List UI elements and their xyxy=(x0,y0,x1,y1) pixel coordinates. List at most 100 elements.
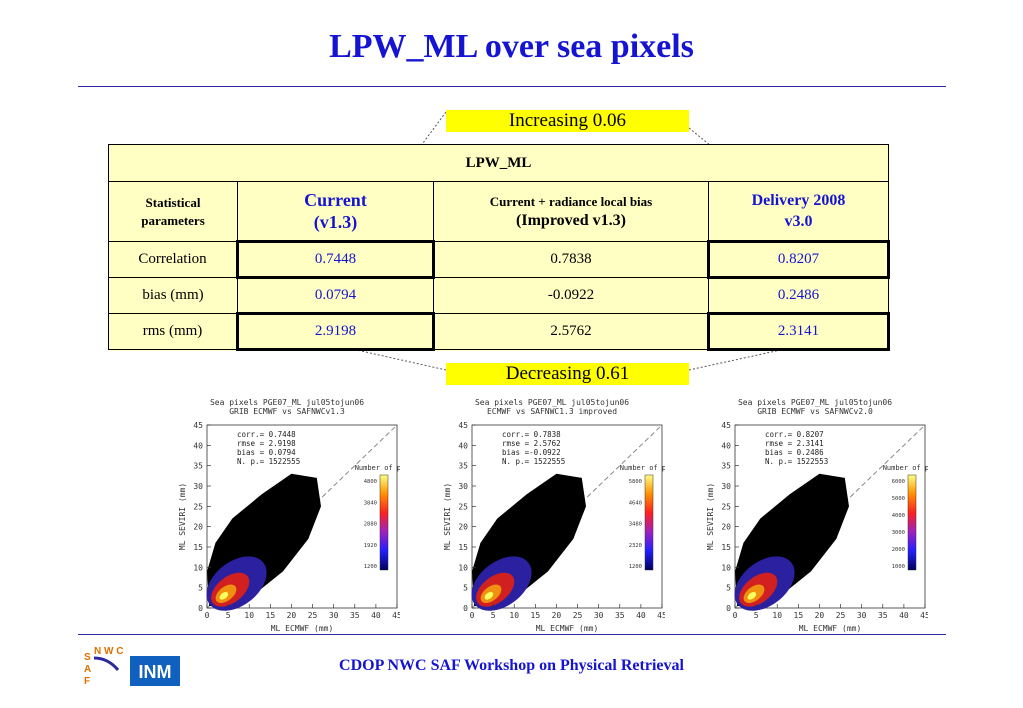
y-tick-label: 35 xyxy=(193,462,203,471)
col-stat: Statistical parameters xyxy=(108,181,238,242)
scatter-density-plot: Sea pixels PGE07_ML jul05tojun06 GRIB ECM… xyxy=(175,395,405,635)
svg-text:INM: INM xyxy=(139,662,172,682)
x-tick-label: 0 xyxy=(470,611,475,620)
plot-subtitle: GRIB ECMWF vs SAFNWCv2.0 xyxy=(757,407,873,416)
cell-crl: 0.7838 xyxy=(433,241,709,278)
cell-delivery: 0.2486 xyxy=(708,277,889,314)
y-tick-label: 40 xyxy=(458,441,468,450)
stat-text: rmse = 2.9198 xyxy=(237,439,296,448)
y-tick-label: 15 xyxy=(193,543,203,552)
colorbar-title: Number of p. xyxy=(620,464,665,472)
colorbar-tick-label: 1000 xyxy=(892,564,905,570)
plot-title: Sea pixels PGE07_ML jul05tojun06 xyxy=(475,398,629,407)
x-tick-label: 20 xyxy=(287,611,297,620)
stat-text: rmse = 2.3141 xyxy=(765,439,824,448)
y-tick-label: 0 xyxy=(463,604,468,613)
table-row: Correlation 0.7448 0.7838 0.8207 xyxy=(108,240,890,279)
decreasing-callout: Decreasing 0.61 xyxy=(446,363,689,385)
colorbar-tick-label: 1200 xyxy=(629,564,642,570)
table-row: bias (mm) 0.0794 -0.0922 0.2486 xyxy=(108,277,889,314)
y-tick-label: 10 xyxy=(721,563,731,572)
cell-delivery: 0.8207 xyxy=(707,240,890,279)
colorbar-tick-label: 4640 xyxy=(629,500,642,506)
x-tick-label: 25 xyxy=(308,611,318,620)
y-tick-label: 5 xyxy=(463,584,468,593)
colorbar xyxy=(379,474,389,571)
cell-delivery: 2.3141 xyxy=(707,312,890,351)
cell-current: 0.0794 xyxy=(237,277,434,314)
y-tick-label: 30 xyxy=(721,482,731,491)
page-title: LPW_ML over sea pixels xyxy=(329,28,694,65)
colorbar-tick-label: 5800 xyxy=(629,479,642,485)
x-tick-label: 5 xyxy=(226,611,231,620)
x-tick-label: 0 xyxy=(205,611,210,620)
x-axis-label: ML ECMWF (mm) xyxy=(799,624,862,633)
x-tick-label: 10 xyxy=(244,611,254,620)
colorbar-tick-label: 3480 xyxy=(629,522,642,528)
y-tick-label: 30 xyxy=(458,482,468,491)
bottom-divider xyxy=(78,634,946,635)
plot-frame xyxy=(206,424,398,609)
cell-current: 2.9198 xyxy=(236,312,435,351)
row-label: bias (mm) xyxy=(108,277,238,314)
row-label: Correlation xyxy=(108,241,238,278)
stat-text: rmse = 2.5762 xyxy=(502,439,561,448)
y-tick-label: 0 xyxy=(726,604,731,613)
y-tick-label: 45 xyxy=(721,421,731,430)
colorbar xyxy=(907,474,917,571)
y-tick-label: 35 xyxy=(721,462,731,471)
y-tick-label: 45 xyxy=(193,421,203,430)
colorbar xyxy=(644,474,654,571)
y-tick-label: 25 xyxy=(193,502,203,511)
colorbar-tick-label: 4000 xyxy=(892,513,905,519)
colorbar-tick-label: 6000 xyxy=(892,479,905,485)
x-tick-label: 15 xyxy=(531,611,541,620)
y-tick-label: 15 xyxy=(721,543,731,552)
y-tick-label: 20 xyxy=(721,523,731,532)
scatter-density-plot: Sea pixels PGE07_ML jul05tojun06 ECMWF vs… xyxy=(440,395,670,635)
cell-current: 0.7448 xyxy=(236,240,435,279)
svg-text:F: F xyxy=(84,676,90,687)
plot-subtitle: GRIB ECMWF vs SAFNWCv1.3 xyxy=(229,407,345,416)
stat-text: N. p.= 1522555 xyxy=(502,457,565,466)
y-tick-label: 40 xyxy=(721,441,731,450)
lpw-table: LPW_ML Statistical parameters Current (v… xyxy=(108,144,890,351)
x-tick-label: 10 xyxy=(772,611,782,620)
x-tick-label: 15 xyxy=(266,611,276,620)
density-level xyxy=(747,591,757,600)
cell-crl: 2.5762 xyxy=(433,313,709,350)
stat-text: N. p.= 1522553 xyxy=(765,457,828,466)
x-tick-label: 45 xyxy=(920,611,928,620)
colorbar-tick-label: 4800 xyxy=(364,479,377,485)
y-axis-label: ML SEVIRI (mm) xyxy=(706,483,715,550)
x-tick-label: 40 xyxy=(371,611,381,620)
x-tick-label: 5 xyxy=(491,611,496,620)
colorbar-tick-label: 1920 xyxy=(364,543,377,549)
x-tick-label: 30 xyxy=(857,611,867,620)
y-tick-label: 10 xyxy=(193,563,203,572)
table-row: rms (mm) 2.9198 2.5762 2.3141 xyxy=(108,312,890,351)
stat-text: corr.= 0.7448 xyxy=(237,430,296,439)
x-tick-label: 35 xyxy=(878,611,888,620)
x-tick-label: 40 xyxy=(899,611,909,620)
y-tick-label: 15 xyxy=(458,543,468,552)
y-tick-label: 30 xyxy=(193,482,203,491)
x-tick-label: 45 xyxy=(392,611,400,620)
colorbar-title: Number of p. xyxy=(355,464,400,472)
y-axis-label: ML SEVIRI (mm) xyxy=(178,483,187,550)
svg-text:N W C: N W C xyxy=(94,646,123,657)
col-delivery: Delivery 2008 v3.0 xyxy=(708,181,889,242)
y-tick-label: 10 xyxy=(458,563,468,572)
y-axis-label: ML SEVIRI (mm) xyxy=(443,483,452,550)
scatter-density-plot: Sea pixels PGE07_ML jul05tojun06 GRIB ECM… xyxy=(703,395,933,635)
plot-title: Sea pixels PGE07_ML jul05tojun06 xyxy=(738,398,892,407)
plot-title: Sea pixels PGE07_ML jul05tojun06 xyxy=(210,398,364,407)
stat-text: bias =-0.0922 xyxy=(502,448,561,457)
x-tick-label: 30 xyxy=(594,611,604,620)
colorbar-tick-label: 3840 xyxy=(364,500,377,506)
colorbar-tick-label: 3000 xyxy=(892,530,905,536)
table-header: LPW_ML xyxy=(108,144,889,182)
stat-text: corr.= 0.7838 xyxy=(502,430,561,439)
x-tick-label: 25 xyxy=(573,611,583,620)
y-tick-label: 20 xyxy=(193,523,203,532)
